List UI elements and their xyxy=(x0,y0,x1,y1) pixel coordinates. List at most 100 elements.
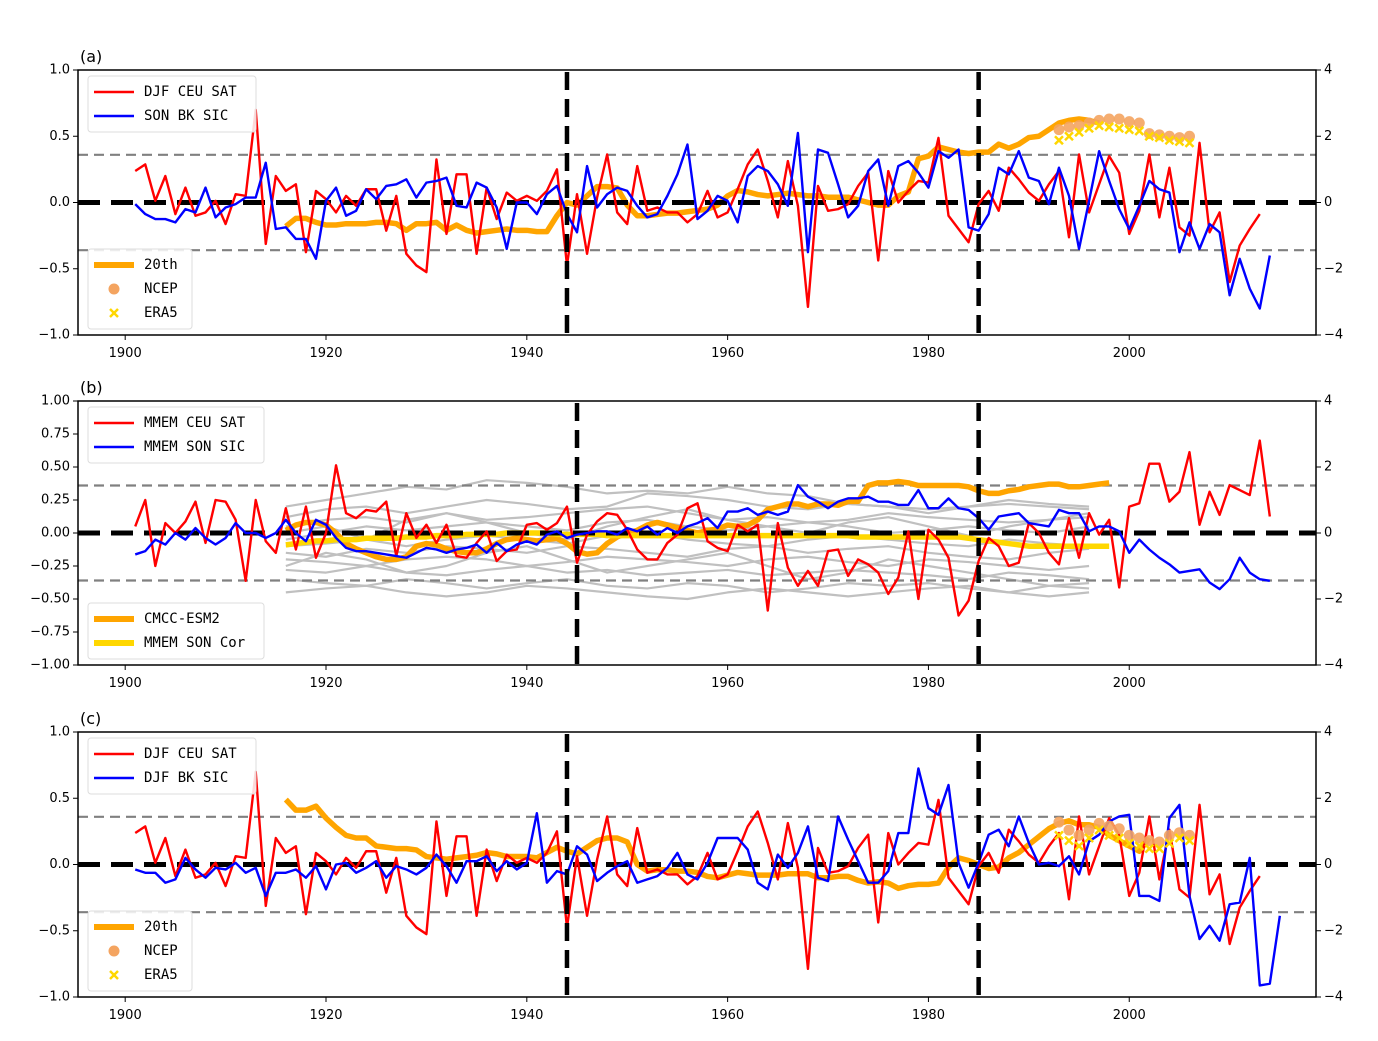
x-tick-label: 1900 xyxy=(109,346,142,361)
era5-point xyxy=(1124,838,1135,849)
ncep-point xyxy=(1133,117,1145,129)
legend-label: DJF CEU SAT xyxy=(144,84,237,100)
y-tick-label: 1.0 xyxy=(49,725,70,740)
x-tick-label: 1960 xyxy=(711,1008,744,1023)
plot-area xyxy=(78,108,1316,310)
y2-tick-label: −4 xyxy=(1324,658,1343,673)
era5-point xyxy=(1064,131,1074,142)
legend-swatch xyxy=(108,283,120,295)
era5-point xyxy=(1074,127,1084,138)
panel-label: (b) xyxy=(80,378,103,397)
legend-lower-box xyxy=(87,248,193,330)
plot-area xyxy=(78,439,1316,617)
ncep-point xyxy=(1063,824,1075,836)
era5-point xyxy=(1074,841,1084,851)
panel-a: 1900 1920 1940 1960 1980 2000 1.0 0.5 0.0 −0.5 −1.… xyxy=(38,47,1343,361)
era5-point xyxy=(1084,833,1094,843)
ncep-point xyxy=(1083,824,1095,836)
series-line-djf-ceu-sat xyxy=(134,770,1261,971)
y2-tick-label: 2 xyxy=(1324,460,1332,475)
x-tick-label: 1920 xyxy=(309,1008,342,1023)
y2-tick-label: −2 xyxy=(1324,923,1343,938)
x-tick-label: 1980 xyxy=(912,1008,945,1023)
y-tick-label: −0.50 xyxy=(30,592,70,607)
ncep-point xyxy=(1163,829,1175,841)
legend-label: MMEM CEU SAT xyxy=(144,415,246,431)
era5-point xyxy=(1184,835,1195,846)
y-tick-label: 1.0 xyxy=(49,63,70,78)
series-line-mmem-ceu-sat xyxy=(134,439,1272,617)
ensemble-line-0 xyxy=(285,479,1090,511)
y2-tick-label: 4 xyxy=(1324,394,1332,409)
ensemble-line-11 xyxy=(285,545,1090,590)
era5-point xyxy=(1054,135,1064,146)
x-tick-label: 1900 xyxy=(109,1008,142,1023)
era5-point xyxy=(1064,835,1074,846)
panel-b: 1900 1920 1940 1960 1980 2000 1.00 0.75 0.50 0.25… xyxy=(30,378,1343,691)
y-tick-label: −0.5 xyxy=(38,923,70,938)
y2-tick-label: 2 xyxy=(1324,791,1332,806)
panel-c: 1900 1920 1940 1960 1980 2000 1.0 0.5 0.0 −0.5 −1.… xyxy=(38,709,1343,1023)
era5-point xyxy=(1144,843,1155,854)
y-tick-label: −0.5 xyxy=(38,261,70,276)
ncep-point xyxy=(1053,816,1065,828)
legend-label: MMEM SON SIC xyxy=(144,439,245,455)
legend-label: MMEM SON Cor xyxy=(144,635,245,651)
legend-upper-box xyxy=(87,75,257,133)
era5-point xyxy=(1134,841,1145,851)
y-tick-label: −1.00 xyxy=(30,658,70,673)
y-tick-label: −0.25 xyxy=(30,559,70,574)
era5-point xyxy=(1104,122,1115,132)
era5-point xyxy=(1144,131,1155,142)
era5-point xyxy=(1154,132,1165,143)
y-tick-label: −1.0 xyxy=(38,328,70,343)
x-tick-label: 2000 xyxy=(1113,346,1146,361)
x-tick-label: 2000 xyxy=(1113,676,1146,691)
legend-label: DJF CEU SAT xyxy=(144,746,237,762)
y-tick-label: 0.0 xyxy=(49,195,70,210)
y2-tick-label: 0 xyxy=(1324,857,1332,872)
y-tick-label: 0.00 xyxy=(41,526,70,541)
era5-point xyxy=(1114,123,1125,134)
x-tick-label: 1960 xyxy=(711,676,744,691)
era5-point xyxy=(1164,838,1175,849)
ncep-point xyxy=(1143,835,1155,847)
series-line-mmem-son-sic xyxy=(134,483,1271,591)
legend-swatch xyxy=(109,308,119,318)
x-tick-label: 1920 xyxy=(309,346,342,361)
era5-point xyxy=(1054,830,1064,841)
ensemble-line-7 xyxy=(285,564,1090,581)
ncep-point xyxy=(1103,820,1115,832)
legend-label: DJF BK SIC xyxy=(144,770,228,786)
era5-point xyxy=(1154,843,1165,854)
series-line-son-bk-sic xyxy=(134,131,1271,310)
legend-label: ERA5 xyxy=(144,305,178,321)
y2-tick-label: −2 xyxy=(1324,592,1343,607)
y-tick-label: −1.0 xyxy=(38,990,70,1005)
y2-tick-label: 4 xyxy=(1324,725,1332,740)
legend-upper-box xyxy=(87,737,257,795)
legend-swatch xyxy=(109,970,119,980)
ncep-point xyxy=(1123,829,1135,841)
legend-label: NCEP xyxy=(144,943,178,959)
era5-point xyxy=(1124,124,1135,135)
ncep-point xyxy=(1123,116,1135,128)
x-tick-label: 1960 xyxy=(711,346,744,361)
ncep-point xyxy=(1153,129,1165,141)
era5-point xyxy=(1184,137,1195,148)
x-tick-label: 1900 xyxy=(109,676,142,691)
y-tick-label: 0.50 xyxy=(41,460,70,475)
series-line-djf-bk-sic xyxy=(134,767,1282,987)
series-line-mmem-son-cor xyxy=(285,530,1110,549)
ensemble-line-6 xyxy=(285,555,1090,572)
y-tick-label: 0.0 xyxy=(49,857,70,872)
y-tick-label: 0.75 xyxy=(41,427,70,442)
x-tick-label: 1980 xyxy=(912,676,945,691)
x-tick-label: 2000 xyxy=(1113,1008,1146,1023)
x-tick-label: 1920 xyxy=(309,676,342,691)
era5-point xyxy=(1164,135,1175,146)
ncep-point xyxy=(1103,113,1115,125)
x-tick-label: 1940 xyxy=(510,346,543,361)
legend-label: 20th xyxy=(144,919,178,935)
